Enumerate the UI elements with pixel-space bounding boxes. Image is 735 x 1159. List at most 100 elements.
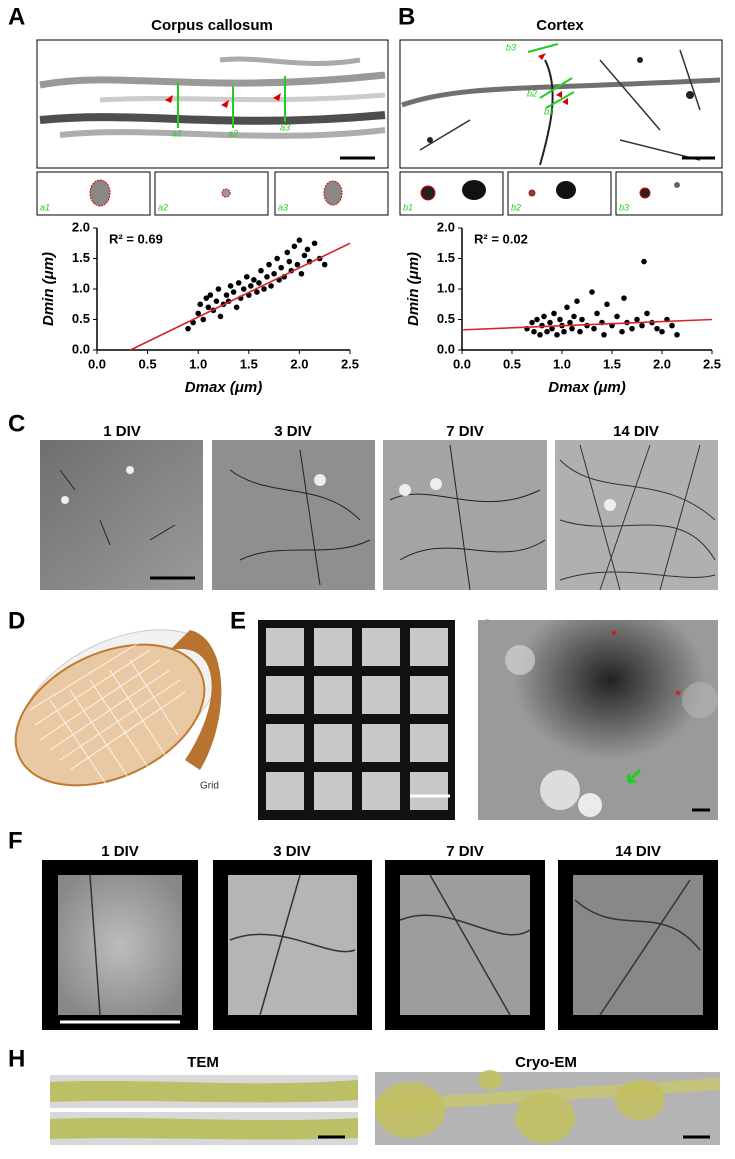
point bbox=[561, 328, 567, 335]
point bbox=[674, 331, 680, 338]
point bbox=[311, 240, 318, 247]
point bbox=[537, 331, 543, 338]
point bbox=[544, 328, 550, 335]
panel-label: C bbox=[8, 410, 25, 437]
grid-square bbox=[410, 628, 448, 666]
point bbox=[531, 328, 537, 335]
point bbox=[301, 252, 308, 259]
point bbox=[541, 313, 547, 320]
point bbox=[619, 328, 625, 335]
point bbox=[223, 292, 230, 298]
grid-square bbox=[362, 724, 400, 762]
point bbox=[547, 319, 553, 326]
image-cortex: b3 b2 b1 bbox=[399, 39, 723, 169]
point bbox=[621, 295, 627, 301]
grid-square bbox=[410, 772, 448, 810]
y-tick-label: 0.0 bbox=[437, 341, 455, 356]
trend-line bbox=[461, 318, 713, 331]
point bbox=[274, 255, 280, 262]
point bbox=[644, 310, 650, 317]
panel-title: Cortex bbox=[536, 17, 584, 34]
panel-title: 7 DIV bbox=[446, 843, 484, 860]
grid-square bbox=[314, 628, 352, 666]
y-tick-label: 1.5 bbox=[437, 250, 455, 265]
point bbox=[240, 286, 247, 292]
x-tick-label: 2.0 bbox=[653, 356, 671, 371]
point bbox=[205, 304, 212, 311]
point bbox=[227, 283, 234, 289]
point bbox=[291, 243, 298, 250]
point bbox=[534, 316, 540, 323]
image-corpus-callosum: a1 a2 a3 bbox=[36, 39, 389, 169]
point bbox=[304, 246, 311, 253]
point bbox=[197, 301, 204, 308]
point bbox=[604, 301, 610, 308]
inset-label: a1 bbox=[40, 202, 50, 212]
profile-label: b1 bbox=[544, 106, 554, 116]
point bbox=[248, 283, 254, 289]
grid-image bbox=[258, 620, 455, 820]
x-tick-label: 2.0 bbox=[290, 356, 308, 371]
profile-label: a1 bbox=[172, 128, 182, 138]
grid-illustration: Grid bbox=[14, 629, 222, 792]
point bbox=[213, 298, 220, 305]
y-axis-label: Dmin (μm) bbox=[40, 252, 57, 326]
grid-square bbox=[266, 628, 304, 666]
point bbox=[584, 322, 590, 329]
insets-b: b1 b2 b3 bbox=[399, 171, 723, 216]
panel-title: Cryo-EM bbox=[515, 1054, 577, 1071]
panel-label: F bbox=[8, 827, 23, 854]
point bbox=[284, 249, 291, 256]
svg-text:*: * bbox=[675, 688, 681, 705]
panel-c: 1 DIV 3 DIV 7 DIV 14 DIV bbox=[40, 423, 718, 591]
point bbox=[659, 328, 665, 335]
svg-text:*: * bbox=[611, 628, 617, 645]
point bbox=[579, 316, 585, 323]
x-tick-label: 2.5 bbox=[341, 356, 359, 371]
point bbox=[654, 325, 660, 332]
grid-square bbox=[314, 772, 352, 810]
point bbox=[296, 237, 303, 243]
point bbox=[567, 319, 573, 326]
grid-square bbox=[362, 628, 400, 666]
point bbox=[577, 328, 583, 335]
y-tick-label: 2.0 bbox=[72, 219, 90, 234]
annotation: R² = 0.02 bbox=[474, 231, 528, 246]
point bbox=[589, 289, 595, 295]
point bbox=[203, 295, 210, 301]
point bbox=[286, 258, 293, 265]
grid-square bbox=[266, 772, 304, 810]
panel-title: 7 DIV bbox=[446, 423, 484, 440]
grid-square bbox=[314, 676, 352, 714]
point bbox=[266, 261, 272, 268]
inset-label: a2 bbox=[158, 202, 168, 212]
panel-f: 1 DIV 3 DIV 7 DIV 14 DIV bbox=[42, 843, 718, 1030]
panel-title: Corpus callosum bbox=[151, 17, 273, 34]
grid-square bbox=[266, 724, 304, 762]
y-tick-label: 1.0 bbox=[72, 280, 90, 295]
point bbox=[278, 264, 284, 271]
point bbox=[261, 286, 267, 292]
x-axis-label: Dmax (μm) bbox=[548, 379, 625, 396]
point bbox=[641, 258, 647, 265]
x-tick-label: 1.0 bbox=[553, 356, 571, 371]
grid-square bbox=[410, 724, 448, 762]
point bbox=[251, 277, 257, 283]
x-tick-label: 0.0 bbox=[88, 356, 106, 371]
x-axis-label: Dmax (μm) bbox=[185, 379, 262, 396]
x-tick-label: 1.5 bbox=[603, 356, 621, 371]
profile-label: a2 bbox=[228, 128, 238, 138]
x-tick-label: 2.5 bbox=[703, 356, 721, 371]
x-tick-label: 1.5 bbox=[240, 356, 258, 371]
profile-label: b3 bbox=[506, 42, 516, 52]
point bbox=[233, 304, 240, 311]
trend-line bbox=[130, 242, 351, 351]
point bbox=[601, 331, 607, 338]
cryo-image: * * bbox=[478, 620, 718, 820]
panel-h: TEM Cryo-EM bbox=[50, 1054, 720, 1145]
point bbox=[230, 289, 237, 295]
point bbox=[549, 325, 555, 332]
inset-label: b1 bbox=[403, 202, 413, 212]
point bbox=[190, 319, 196, 326]
point bbox=[529, 319, 535, 326]
